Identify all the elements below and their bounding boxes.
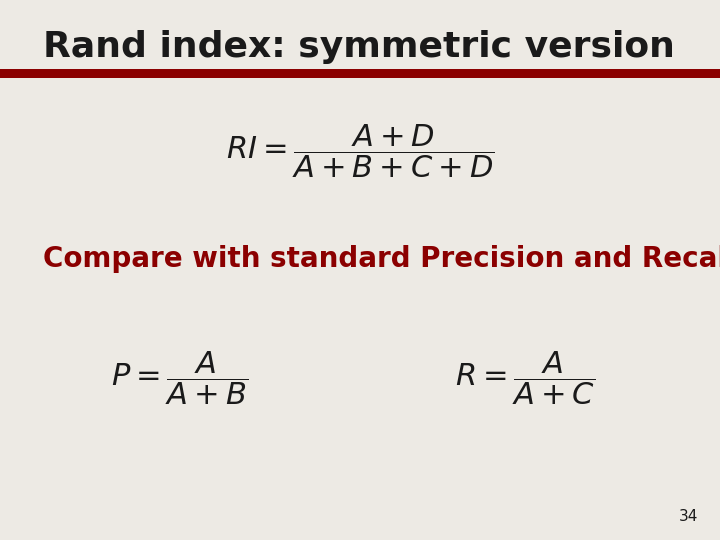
Text: $P = \dfrac{A}{A+B}$: $P = \dfrac{A}{A+B}$ (112, 349, 248, 407)
Text: Compare with standard Precision and Recall.: Compare with standard Precision and Reca… (43, 245, 720, 273)
Text: $RI = \dfrac{A+D}{A+B+C+D}$: $RI = \dfrac{A+D}{A+B+C+D}$ (226, 123, 494, 180)
Bar (0, 69, 720, 78)
Text: $R = \dfrac{A}{A+C}$: $R = \dfrac{A}{A+C}$ (456, 349, 595, 407)
Text: 34: 34 (679, 509, 698, 524)
Text: Rand index: symmetric version: Rand index: symmetric version (43, 30, 675, 64)
